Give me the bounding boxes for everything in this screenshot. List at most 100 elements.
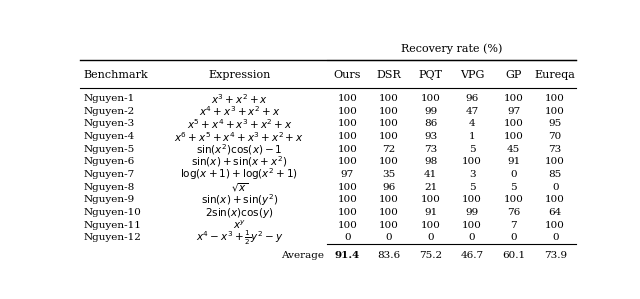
Text: 86: 86: [424, 119, 437, 129]
Text: 100: 100: [379, 208, 399, 217]
Text: $x^y$: $x^y$: [233, 219, 246, 231]
Text: 100: 100: [379, 132, 399, 141]
Text: Eureqa: Eureqa: [535, 70, 575, 80]
Text: 7: 7: [510, 221, 517, 230]
Text: 100: 100: [420, 221, 440, 230]
Text: 3: 3: [468, 170, 476, 179]
Text: 91: 91: [507, 158, 520, 167]
Text: Nguyen-8: Nguyen-8: [84, 183, 135, 192]
Text: 95: 95: [548, 119, 562, 129]
Text: 100: 100: [545, 196, 565, 205]
Text: GP: GP: [506, 70, 522, 80]
Text: 0: 0: [510, 170, 517, 179]
Text: 76: 76: [507, 208, 520, 217]
Text: $\log(x+1)+\log(x^2+1)$: $\log(x+1)+\log(x^2+1)$: [180, 167, 298, 182]
Text: Nguyen-3: Nguyen-3: [84, 119, 135, 129]
Text: 73: 73: [548, 145, 562, 154]
Text: 100: 100: [504, 132, 524, 141]
Text: 35: 35: [382, 170, 396, 179]
Text: 100: 100: [420, 94, 440, 103]
Text: $x^3+x^2+x$: $x^3+x^2+x$: [211, 92, 268, 106]
Text: Nguyen-10: Nguyen-10: [84, 208, 142, 217]
Text: 70: 70: [548, 132, 562, 141]
Text: 4: 4: [468, 119, 476, 129]
Text: 73: 73: [424, 145, 437, 154]
Text: Nguyen-11: Nguyen-11: [84, 221, 142, 230]
Text: 100: 100: [545, 221, 565, 230]
Text: Nguyen-7: Nguyen-7: [84, 170, 135, 179]
Text: Expression: Expression: [208, 70, 271, 80]
Text: 100: 100: [504, 196, 524, 205]
Text: 100: 100: [379, 196, 399, 205]
Text: $2\sin(x)\cos(y)$: $2\sin(x)\cos(y)$: [205, 206, 273, 219]
Text: $\sin(x)+\sin(y^2)$: $\sin(x)+\sin(y^2)$: [200, 192, 278, 208]
Text: 100: 100: [462, 196, 482, 205]
Text: 100: 100: [337, 221, 357, 230]
Text: 0: 0: [510, 234, 517, 242]
Text: $x^5+x^4+x^3+x^2+x$: $x^5+x^4+x^3+x^2+x$: [186, 117, 292, 131]
Text: 100: 100: [379, 221, 399, 230]
Text: 100: 100: [379, 119, 399, 129]
Text: 91: 91: [424, 208, 437, 217]
Text: 72: 72: [382, 145, 396, 154]
Text: 98: 98: [424, 158, 437, 167]
Text: 73.9: 73.9: [543, 251, 567, 260]
Text: 100: 100: [337, 145, 357, 154]
Text: Nguyen-5: Nguyen-5: [84, 145, 135, 154]
Text: 91.4: 91.4: [335, 251, 360, 260]
Text: 75.2: 75.2: [419, 251, 442, 260]
Text: 100: 100: [379, 94, 399, 103]
Text: 100: 100: [545, 158, 565, 167]
Text: 100: 100: [504, 119, 524, 129]
Text: 100: 100: [379, 107, 399, 116]
Text: 100: 100: [545, 94, 565, 103]
Text: 100: 100: [337, 183, 357, 192]
Text: 21: 21: [424, 183, 437, 192]
Text: 100: 100: [504, 94, 524, 103]
Text: $\sin(x)+\sin(x+x^2)$: $\sin(x)+\sin(x+x^2)$: [191, 155, 287, 169]
Text: 41: 41: [424, 170, 437, 179]
Text: Nguyen-12: Nguyen-12: [84, 234, 142, 242]
Text: 60.1: 60.1: [502, 251, 525, 260]
Text: 100: 100: [337, 119, 357, 129]
Text: 99: 99: [424, 107, 437, 116]
Text: 93: 93: [424, 132, 437, 141]
Text: 0: 0: [386, 234, 392, 242]
Text: 97: 97: [507, 107, 520, 116]
Text: $\sqrt{x}$: $\sqrt{x}$: [230, 181, 248, 193]
Text: DSR: DSR: [376, 70, 401, 80]
Text: 100: 100: [337, 208, 357, 217]
Text: VPG: VPG: [460, 70, 484, 80]
Text: 100: 100: [337, 158, 357, 167]
Text: 100: 100: [337, 107, 357, 116]
Text: Ours: Ours: [333, 70, 361, 80]
Text: 100: 100: [337, 196, 357, 205]
Text: $x^4-x^3+\frac{1}{2}y^2-y$: $x^4-x^3+\frac{1}{2}y^2-y$: [196, 229, 283, 247]
Text: Nguyen-1: Nguyen-1: [84, 94, 135, 103]
Text: $x^6+x^5+x^4+x^3+x^2+x$: $x^6+x^5+x^4+x^3+x^2+x$: [174, 130, 304, 144]
Text: 0: 0: [344, 234, 351, 242]
Text: Recovery rate (%): Recovery rate (%): [401, 43, 502, 54]
Text: 5: 5: [468, 145, 476, 154]
Text: 100: 100: [420, 196, 440, 205]
Text: Nguyen-4: Nguyen-4: [84, 132, 135, 141]
Text: 85: 85: [548, 170, 562, 179]
Text: 96: 96: [465, 94, 479, 103]
Text: 97: 97: [340, 170, 354, 179]
Text: 46.7: 46.7: [461, 251, 484, 260]
Text: 100: 100: [379, 158, 399, 167]
Text: 64: 64: [548, 208, 562, 217]
Text: 0: 0: [552, 234, 559, 242]
Text: Benchmark: Benchmark: [84, 70, 148, 80]
Text: 96: 96: [382, 183, 396, 192]
Text: 83.6: 83.6: [378, 251, 401, 260]
Text: 0: 0: [428, 234, 434, 242]
Text: 5: 5: [510, 183, 517, 192]
Text: 100: 100: [337, 132, 357, 141]
Text: 47: 47: [465, 107, 479, 116]
Text: 100: 100: [462, 158, 482, 167]
Text: Nguyen-9: Nguyen-9: [84, 196, 135, 205]
Text: $\sin(x^2)\cos(x)-1$: $\sin(x^2)\cos(x)-1$: [196, 142, 283, 157]
Text: Nguyen-6: Nguyen-6: [84, 158, 135, 167]
Text: 100: 100: [462, 221, 482, 230]
